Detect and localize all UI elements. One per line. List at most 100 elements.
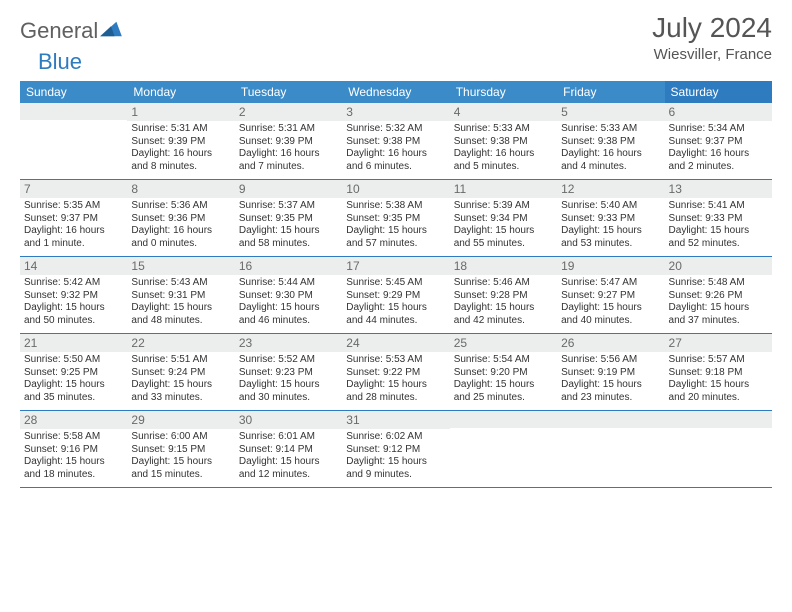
day-number: 27 <box>665 334 772 352</box>
week-row: 7Sunrise: 5:35 AMSunset: 9:37 PMDaylight… <box>20 180 772 257</box>
logo-triangle-icon <box>100 18 122 44</box>
day-number <box>450 411 557 428</box>
day-number: 28 <box>20 411 127 429</box>
day-number: 15 <box>127 257 234 275</box>
day-number: 21 <box>20 334 127 352</box>
day-cell: 4Sunrise: 5:33 AMSunset: 9:38 PMDaylight… <box>450 103 557 180</box>
logo-text-2: Blue <box>38 49 82 74</box>
day-number: 26 <box>557 334 664 352</box>
col-thursday: Thursday <box>450 81 557 103</box>
week-row: 1Sunrise: 5:31 AMSunset: 9:39 PMDaylight… <box>20 103 772 180</box>
day-number: 2 <box>235 103 342 121</box>
day-number: 4 <box>450 103 557 121</box>
day-cell <box>20 103 127 180</box>
day-cell: 9Sunrise: 5:37 AMSunset: 9:35 PMDaylight… <box>235 180 342 257</box>
day-cell: 5Sunrise: 5:33 AMSunset: 9:38 PMDaylight… <box>557 103 664 180</box>
day-content: Sunrise: 5:35 AMSunset: 9:37 PMDaylight:… <box>20 198 127 256</box>
calendar-body: 1Sunrise: 5:31 AMSunset: 9:39 PMDaylight… <box>20 103 772 488</box>
col-friday: Friday <box>557 81 664 103</box>
day-content: Sunrise: 5:47 AMSunset: 9:27 PMDaylight:… <box>557 275 664 333</box>
day-cell: 18Sunrise: 5:46 AMSunset: 9:28 PMDayligh… <box>450 257 557 334</box>
day-content: Sunrise: 5:37 AMSunset: 9:35 PMDaylight:… <box>235 198 342 256</box>
day-number: 3 <box>342 103 449 121</box>
day-number: 1 <box>127 103 234 121</box>
day-cell: 8Sunrise: 5:36 AMSunset: 9:36 PMDaylight… <box>127 180 234 257</box>
day-number: 10 <box>342 180 449 198</box>
logo: General <box>20 18 124 44</box>
day-content: Sunrise: 5:41 AMSunset: 9:33 PMDaylight:… <box>665 198 772 256</box>
day-number <box>20 103 127 120</box>
day-content: Sunrise: 5:38 AMSunset: 9:35 PMDaylight:… <box>342 198 449 256</box>
day-content: Sunrise: 5:57 AMSunset: 9:18 PMDaylight:… <box>665 352 772 410</box>
day-number: 31 <box>342 411 449 429</box>
day-cell: 10Sunrise: 5:38 AMSunset: 9:35 PMDayligh… <box>342 180 449 257</box>
day-number: 17 <box>342 257 449 275</box>
day-content: Sunrise: 5:40 AMSunset: 9:33 PMDaylight:… <box>557 198 664 256</box>
day-number: 12 <box>557 180 664 198</box>
day-content: Sunrise: 5:52 AMSunset: 9:23 PMDaylight:… <box>235 352 342 410</box>
logo-text-1: General <box>20 18 98 44</box>
day-cell: 20Sunrise: 5:48 AMSunset: 9:26 PMDayligh… <box>665 257 772 334</box>
day-number: 13 <box>665 180 772 198</box>
day-cell: 25Sunrise: 5:54 AMSunset: 9:20 PMDayligh… <box>450 334 557 411</box>
day-cell: 17Sunrise: 5:45 AMSunset: 9:29 PMDayligh… <box>342 257 449 334</box>
day-header-row: Sunday Monday Tuesday Wednesday Thursday… <box>20 81 772 103</box>
day-cell <box>450 411 557 488</box>
day-content: Sunrise: 5:33 AMSunset: 9:38 PMDaylight:… <box>450 121 557 179</box>
day-content: Sunrise: 6:01 AMSunset: 9:14 PMDaylight:… <box>235 429 342 487</box>
location: Wiesviller, France <box>652 46 772 63</box>
day-content: Sunrise: 5:58 AMSunset: 9:16 PMDaylight:… <box>20 429 127 487</box>
day-number: 29 <box>127 411 234 429</box>
day-content: Sunrise: 6:00 AMSunset: 9:15 PMDaylight:… <box>127 429 234 487</box>
day-cell: 14Sunrise: 5:42 AMSunset: 9:32 PMDayligh… <box>20 257 127 334</box>
day-number: 20 <box>665 257 772 275</box>
day-cell: 21Sunrise: 5:50 AMSunset: 9:25 PMDayligh… <box>20 334 127 411</box>
day-cell: 6Sunrise: 5:34 AMSunset: 9:37 PMDaylight… <box>665 103 772 180</box>
day-cell: 22Sunrise: 5:51 AMSunset: 9:24 PMDayligh… <box>127 334 234 411</box>
day-content: Sunrise: 5:54 AMSunset: 9:20 PMDaylight:… <box>450 352 557 410</box>
week-row: 14Sunrise: 5:42 AMSunset: 9:32 PMDayligh… <box>20 257 772 334</box>
day-content: Sunrise: 5:51 AMSunset: 9:24 PMDaylight:… <box>127 352 234 410</box>
day-content: Sunrise: 5:48 AMSunset: 9:26 PMDaylight:… <box>665 275 772 333</box>
month-title: July 2024 <box>652 12 772 44</box>
day-number: 6 <box>665 103 772 121</box>
day-content: Sunrise: 5:42 AMSunset: 9:32 PMDaylight:… <box>20 275 127 333</box>
day-content: Sunrise: 5:46 AMSunset: 9:28 PMDaylight:… <box>450 275 557 333</box>
day-cell: 3Sunrise: 5:32 AMSunset: 9:38 PMDaylight… <box>342 103 449 180</box>
day-cell: 29Sunrise: 6:00 AMSunset: 9:15 PMDayligh… <box>127 411 234 488</box>
day-cell: 13Sunrise: 5:41 AMSunset: 9:33 PMDayligh… <box>665 180 772 257</box>
day-number: 25 <box>450 334 557 352</box>
day-content: Sunrise: 5:31 AMSunset: 9:39 PMDaylight:… <box>235 121 342 179</box>
col-sunday: Sunday <box>20 81 127 103</box>
day-cell <box>557 411 664 488</box>
day-cell: 2Sunrise: 5:31 AMSunset: 9:39 PMDaylight… <box>235 103 342 180</box>
day-cell: 30Sunrise: 6:01 AMSunset: 9:14 PMDayligh… <box>235 411 342 488</box>
day-content: Sunrise: 5:32 AMSunset: 9:38 PMDaylight:… <box>342 121 449 179</box>
day-number: 24 <box>342 334 449 352</box>
day-cell: 1Sunrise: 5:31 AMSunset: 9:39 PMDaylight… <box>127 103 234 180</box>
day-number: 30 <box>235 411 342 429</box>
day-content: Sunrise: 6:02 AMSunset: 9:12 PMDaylight:… <box>342 429 449 487</box>
day-number: 9 <box>235 180 342 198</box>
day-cell: 28Sunrise: 5:58 AMSunset: 9:16 PMDayligh… <box>20 411 127 488</box>
day-cell: 31Sunrise: 6:02 AMSunset: 9:12 PMDayligh… <box>342 411 449 488</box>
title-block: July 2024 Wiesviller, France <box>652 12 772 63</box>
day-number: 5 <box>557 103 664 121</box>
day-cell: 23Sunrise: 5:52 AMSunset: 9:23 PMDayligh… <box>235 334 342 411</box>
day-content: Sunrise: 5:33 AMSunset: 9:38 PMDaylight:… <box>557 121 664 179</box>
day-content: Sunrise: 5:45 AMSunset: 9:29 PMDaylight:… <box>342 275 449 333</box>
col-wednesday: Wednesday <box>342 81 449 103</box>
day-cell: 12Sunrise: 5:40 AMSunset: 9:33 PMDayligh… <box>557 180 664 257</box>
day-cell: 15Sunrise: 5:43 AMSunset: 9:31 PMDayligh… <box>127 257 234 334</box>
day-cell: 7Sunrise: 5:35 AMSunset: 9:37 PMDaylight… <box>20 180 127 257</box>
day-number: 7 <box>20 180 127 198</box>
day-content: Sunrise: 5:53 AMSunset: 9:22 PMDaylight:… <box>342 352 449 410</box>
day-number: 19 <box>557 257 664 275</box>
day-content: Sunrise: 5:31 AMSunset: 9:39 PMDaylight:… <box>127 121 234 179</box>
day-content: Sunrise: 5:34 AMSunset: 9:37 PMDaylight:… <box>665 121 772 179</box>
col-tuesday: Tuesday <box>235 81 342 103</box>
day-content: Sunrise: 5:50 AMSunset: 9:25 PMDaylight:… <box>20 352 127 410</box>
day-cell <box>665 411 772 488</box>
day-number: 22 <box>127 334 234 352</box>
day-number <box>557 411 664 428</box>
